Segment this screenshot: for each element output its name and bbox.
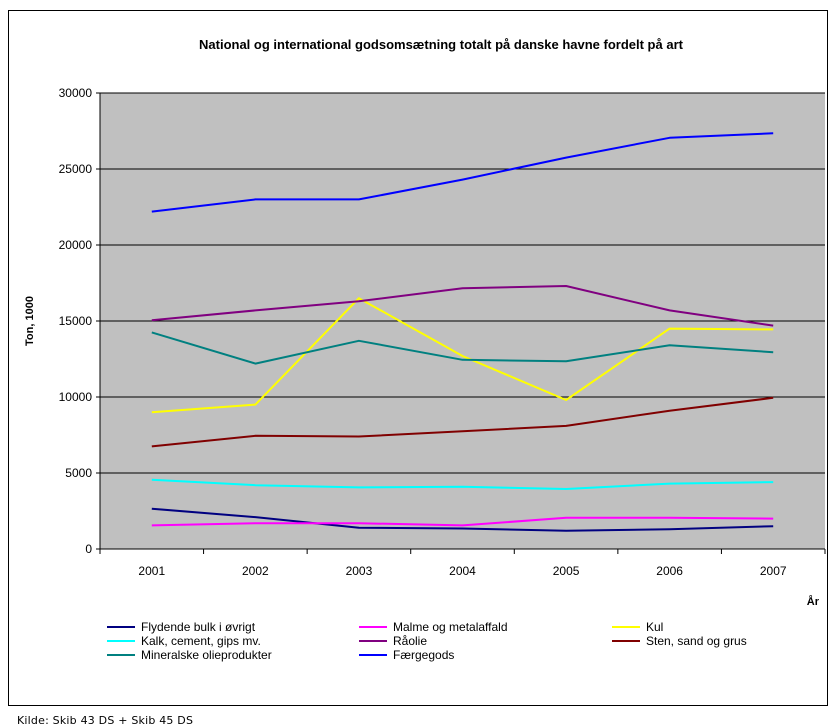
legend-label: Mineralske olieprodukter xyxy=(141,648,272,662)
y-tick-label: 0 xyxy=(85,542,92,556)
y-tick-label: 5000 xyxy=(65,466,92,480)
chart-title: National og international godsomsætning … xyxy=(199,37,684,52)
x-axis-title: År xyxy=(807,595,820,608)
chart-frame: National og international godsomsætning … xyxy=(8,10,828,727)
legend-entry: Flydende bulk i øvrigt xyxy=(107,620,256,634)
legend-entry: Færgegods xyxy=(359,648,454,662)
legend-label: Råolie xyxy=(393,634,427,648)
x-tick-labels: 2001 2002 2003 2004 2005 2006 2007 xyxy=(138,564,786,578)
series-line-5 xyxy=(151,396,774,448)
legend-entry: Malme og metalaffald xyxy=(359,620,508,634)
source-note: Kilde: Skib 43 DS + Skib 45 DS xyxy=(17,714,194,727)
x-tick-label: 2001 xyxy=(138,564,165,578)
y-tick-label: 10000 xyxy=(59,390,93,404)
series-line-2 xyxy=(151,297,774,414)
series-line-4 xyxy=(151,285,774,327)
y-tick-label: 20000 xyxy=(59,238,93,252)
legend-label: Malme og metalaffald xyxy=(393,620,508,634)
legend-entry: Mineralske olieprodukter xyxy=(107,648,272,662)
legend-label: Kul xyxy=(646,620,663,634)
y-tick-label: 30000 xyxy=(59,86,93,100)
legend-label: Kalk, cement, gips mv. xyxy=(141,634,261,648)
x-tick-label: 2002 xyxy=(242,564,269,578)
legend-entry: Kalk, cement, gips mv. xyxy=(107,634,261,648)
y-axis-title: Ton, 1000 xyxy=(24,296,36,346)
y-tick-label: 15000 xyxy=(59,314,93,328)
axes xyxy=(99,93,826,554)
legend-label: Sten, sand og grus xyxy=(646,634,747,648)
y-tick-label: 25000 xyxy=(59,162,93,176)
legend-entry: Sten, sand og grus xyxy=(612,634,747,648)
legend-label: Færgegods xyxy=(393,648,454,662)
y-tick-labels: 0 5000 10000 15000 20000 25000 30000 xyxy=(59,86,93,556)
legend-entry: Kul xyxy=(612,620,663,634)
x-tick-label: 2004 xyxy=(449,564,476,578)
series-line-1 xyxy=(151,516,774,527)
series-line-6 xyxy=(151,331,774,365)
legend-label: Flydende bulk i øvrigt xyxy=(141,620,256,634)
chart: National og international godsomsætning … xyxy=(24,37,826,662)
series-line-7 xyxy=(151,132,774,213)
series-layer xyxy=(151,132,774,532)
series-line-0 xyxy=(151,507,774,532)
legend-entry: Råolie xyxy=(359,634,427,648)
x-tick-label: 2003 xyxy=(346,564,373,578)
legend: Flydende bulk i øvrigt Malme og metalaffa… xyxy=(107,620,747,662)
x-tick-label: 2006 xyxy=(656,564,683,578)
x-tick-label: 2007 xyxy=(760,564,787,578)
gridlines xyxy=(96,92,825,550)
series-line-3 xyxy=(151,478,774,490)
x-tick-label: 2005 xyxy=(553,564,580,578)
